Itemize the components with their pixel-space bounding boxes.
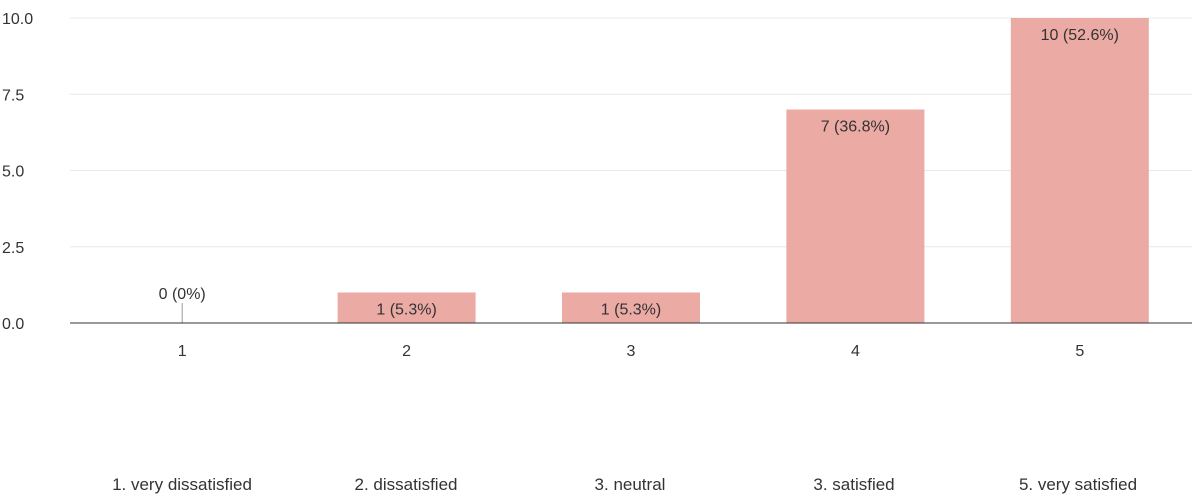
- y-tick-label: 0.0: [2, 316, 24, 333]
- y-tick-label: 5.0: [2, 164, 24, 181]
- x-tick-label: 3: [627, 343, 636, 360]
- x-tick-label: 5: [1075, 343, 1084, 360]
- data-label: 10 (52.6%): [1041, 27, 1119, 44]
- scale-label-dissatisfied: 2. dissatisfied: [354, 475, 458, 494]
- x-tick-label: 1: [178, 343, 187, 360]
- data-label: 0 (0%): [159, 286, 206, 303]
- y-tick-label: 2.5: [2, 240, 24, 257]
- x-tick-label: 4: [851, 343, 860, 360]
- scale-label-satisfied: 3. satisfied: [813, 475, 895, 494]
- data-label: 1 (5.3%): [601, 302, 661, 319]
- x-axis-ticks: 1 2 3 4 5: [178, 343, 1085, 360]
- bar: [1010, 18, 1149, 323]
- y-tick-label: 10.0: [2, 11, 33, 28]
- y-axis-ticks: 0.0 2.5 5.0 7.5 10.0: [2, 11, 33, 333]
- data-labels: 0 (0%) 1 (5.3%) 1 (5.3%) 7 (36.8%) 10 (52.6%…: [159, 27, 1119, 319]
- scale-label-very-satisfied: 5. very satisfied: [1018, 475, 1138, 494]
- x-tick-label: 2: [402, 343, 411, 360]
- bar-chart: 0.0 2.5 5.0 7.5 10.0 1 2 3 4 5 0 (0%) 1 (5.3%) 1 (…: [2, 11, 1192, 360]
- bars: [181, 18, 1149, 323]
- scale-label-neutral: 3. neutral: [594, 475, 666, 494]
- bar: [337, 292, 476, 323]
- data-label: 7 (36.8%): [821, 119, 890, 136]
- gridlines: [70, 17, 1192, 248]
- bar: [562, 292, 700, 323]
- scale-label-very-dissatisfied: 1. very dissatisfied: [112, 475, 252, 494]
- data-label: 1 (5.3%): [376, 302, 436, 319]
- y-tick-label: 7.5: [2, 87, 24, 104]
- bar: [786, 109, 925, 323]
